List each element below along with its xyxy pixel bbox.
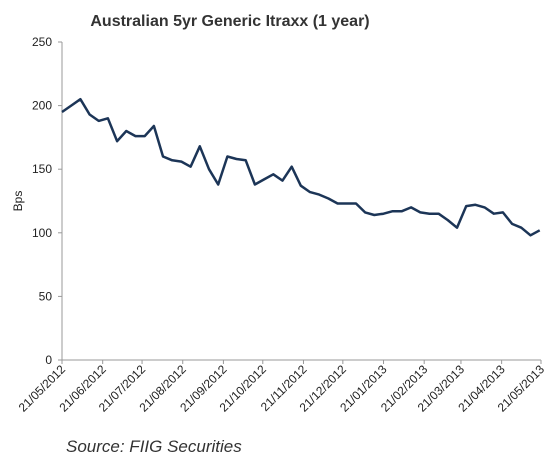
y-tick-label: 0 (45, 353, 52, 367)
source-note: Source: FIIG Securities (66, 437, 242, 456)
y-tick-label: 50 (39, 289, 53, 303)
data-line (61, 97, 541, 237)
y-tick-label: 200 (32, 99, 52, 113)
chart-title: Australian 5yr Generic Itraxx (1 year) (90, 13, 369, 30)
y-tick-label: 250 (32, 35, 52, 49)
y-axis-label: Bps (11, 191, 25, 212)
y-tick-label: 100 (32, 226, 52, 240)
y-tick-label: 150 (32, 162, 52, 176)
